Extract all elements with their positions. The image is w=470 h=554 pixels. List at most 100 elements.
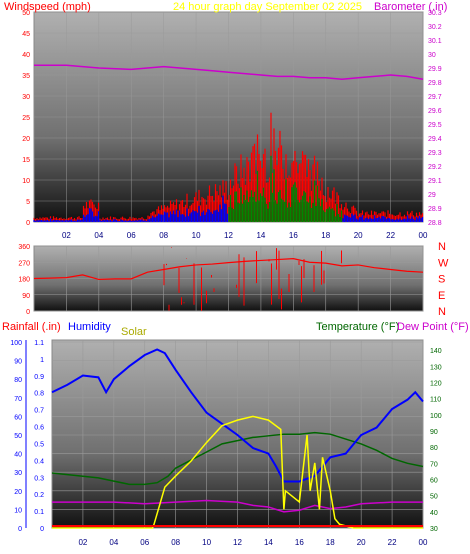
barometer-tick-label: 30: [428, 52, 436, 59]
humidity-x-tick-label: 10: [202, 538, 211, 547]
humidity-line: [51, 348, 424, 483]
rain-tick-label: 1: [40, 357, 44, 364]
barometer-tick-label: 30.3: [428, 10, 442, 17]
temperature-tick-label: 70: [430, 461, 438, 468]
temperature-series: [51, 431, 424, 486]
humidity-tick-label: 30: [14, 470, 22, 477]
rainfall-axis-label: Rainfall (.in): [2, 321, 61, 333]
wind-x-tick-label: 18: [321, 231, 330, 240]
rain-left-ticks: 0 0.1 0.2 0.3 0.4 0.5 0.6 0.7 0.8 0.9 1 1.1: [34, 340, 44, 533]
wind-x-tick-label: 12: [224, 231, 233, 240]
wind-tick-label: 25: [22, 115, 30, 122]
barometer-tick-label: 29.6: [428, 108, 442, 115]
wind-x-tick-label: 08: [159, 231, 168, 240]
barometer-line: [34, 64, 424, 80]
wind-tick-label: 50: [22, 10, 30, 17]
humidity-x-tick-label: 06: [140, 538, 149, 547]
rain-tick-label: 0: [40, 526, 44, 533]
barometer-tick-label: 30.1: [428, 38, 442, 45]
humidity-left-ticks: 0 10 20 30 40 50 60 70 80 90 100: [10, 340, 27, 533]
barometer-tick-label: 30.2: [428, 24, 442, 31]
compass-label: S: [438, 274, 445, 286]
temperature-tick-label: 90: [430, 429, 438, 436]
wind-tick-label: 20: [22, 136, 30, 143]
humidity-x-tick-label: 00: [419, 538, 428, 547]
direction-tick-label: 360: [18, 244, 30, 251]
direction-gridlines: [34, 245, 424, 312]
wind-x-tick-label: 20: [354, 231, 363, 240]
humidity-x-tick-label: 08: [171, 538, 180, 547]
wind-x-tick-label: 00: [419, 231, 428, 240]
temperature-tick-label: 110: [430, 397, 441, 404]
wind-x-tick-label: 16: [289, 231, 298, 240]
humidity-x-tick-label: 02: [78, 538, 87, 547]
dewpoint-axis-label: Dew Point (°F): [397, 321, 469, 333]
temperature-tick-label: 130: [430, 364, 442, 371]
humidity-x-ticks: 02 04 06 08 10 12 14 16 18 20 22 00: [78, 538, 428, 547]
direction-left-ticks: 0 90 180 270 360: [18, 244, 30, 316]
wind-tick-label: 10: [22, 178, 30, 185]
rain-tick-label: 0.5: [34, 441, 44, 448]
wind-x-tick-label: 04: [94, 231, 103, 240]
barometer-axis-label: Barometer (.in): [374, 1, 447, 13]
rain-tick-label: 0.4: [34, 458, 44, 465]
temperature-tick-label: 100: [430, 413, 442, 420]
barometer-tick-label: 29.3: [428, 150, 442, 157]
rain-tick-label: 0.2: [34, 492, 44, 499]
temperature-tick-label: 30: [430, 526, 438, 533]
barometer-tick-label: 29.9: [428, 66, 442, 73]
wind-tick-label: 45: [22, 31, 30, 38]
temperature-line: [51, 431, 424, 486]
wind-x-tick-label: 02: [62, 231, 71, 240]
temperature-axis-label: Temperature (°F): [316, 321, 399, 333]
humidity-x-tick-label: 14: [264, 538, 273, 547]
direction-tick-label: 90: [22, 293, 30, 300]
dewpoint-series: [52, 499, 423, 513]
wind-tick-label: 35: [22, 73, 30, 80]
temperature-tick-label: 60: [430, 477, 438, 484]
wind-tick-label: 30: [22, 94, 30, 101]
barometer-tick-label: 29: [428, 192, 436, 199]
wind-avg-series: [33, 155, 424, 222]
barometer-tick-label: 29.7: [428, 94, 442, 101]
rain-tick-label: 0.6: [34, 425, 44, 432]
humidity-x-tick-label: 22: [388, 538, 397, 547]
humidity-x-tick-label: 16: [295, 538, 304, 547]
humidity-tick-label: 60: [14, 414, 22, 421]
rain-tick-label: 0.7: [34, 408, 44, 415]
rain-tick-label: 0.8: [34, 391, 44, 398]
wind-x-tick-label: 14: [256, 231, 265, 240]
compass-label: W: [438, 257, 449, 269]
barometer-tick-label: 29.8: [428, 80, 442, 87]
humidity-tick-label: 80: [14, 377, 22, 384]
direction-tick-label: 0: [26, 309, 30, 316]
barometer-tick-label: 28.8: [428, 220, 442, 227]
temperature-tick-label: 120: [430, 380, 442, 387]
barometer-tick-label: 29.1: [428, 178, 442, 185]
solar-line: [52, 415, 423, 529]
wind-tick-label: 0: [26, 220, 30, 227]
barometer-tick-label: 29.5: [428, 122, 442, 129]
temperature-tick-label: 140: [430, 348, 442, 355]
rain-tick-label: 0.1: [34, 509, 44, 516]
humidity-x-tick-label: 12: [233, 538, 242, 547]
wind-x-tick-label: 10: [192, 231, 201, 240]
rain-tick-label: 1.1: [34, 340, 44, 347]
wind-x-ticks: 02 04 06 08 10 12 14 16 18 20 22 00: [62, 231, 428, 240]
humidity-tick-label: 90: [14, 359, 22, 366]
humidity-tick-label: 40: [14, 452, 22, 459]
dewpoint-line: [52, 499, 423, 513]
wind-tick-label: 15: [22, 157, 30, 164]
humidity-tick-label: 50: [14, 433, 22, 440]
rain-tick-label: 0.9: [34, 374, 44, 381]
humidity-series: [51, 348, 424, 483]
wind-x-tick-label: 22: [386, 231, 395, 240]
temperature-tick-label: 80: [430, 445, 438, 452]
humidity-x-tick-label: 20: [357, 538, 366, 547]
solar-axis-label: Solar: [121, 326, 147, 338]
direction-tick-label: 270: [18, 260, 30, 267]
